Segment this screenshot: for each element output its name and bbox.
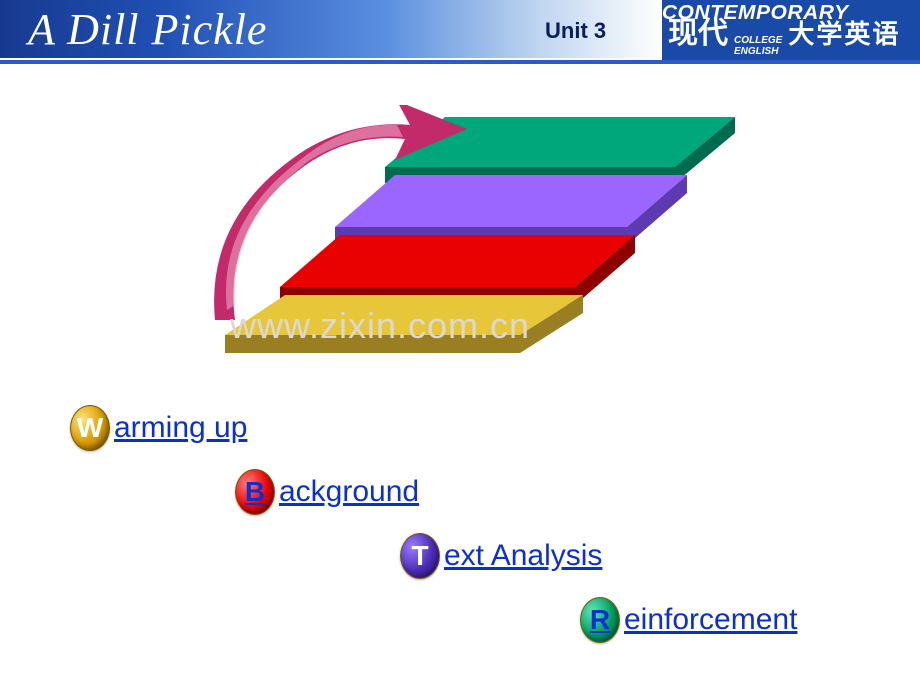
link-text: arming up [114, 411, 247, 445]
header-bar: A Dill Pickle Unit 3 CONTEMPORARY 现代 COL… [0, 0, 920, 58]
circle-r-icon: R [580, 597, 620, 643]
circle-letter: R [590, 604, 610, 636]
brand-logo: CONTEMPORARY 现代 COLLEGE ENGLISH 大学英语 [662, 0, 920, 60]
circle-t-icon: T [400, 533, 440, 579]
link-text: ext Analysis [444, 539, 602, 573]
circle-w-icon: W [70, 405, 110, 451]
nav-links: W arming up B ackground T ext Analysis R… [70, 405, 890, 661]
logo-small1: COLLEGE [734, 36, 782, 46]
logo-small-col: COLLEGE ENGLISH [734, 36, 782, 57]
slab3-top [335, 175, 687, 227]
watermark-text: www.zixin.com.cn [230, 305, 530, 347]
page-title: A Dill Pickle [28, 4, 267, 55]
circle-letter: W [77, 412, 103, 444]
logo-small2: ENGLISH [734, 47, 782, 57]
link-text-analysis[interactable]: T ext Analysis [400, 533, 890, 579]
circle-letter: T [411, 540, 428, 572]
link-background[interactable]: B ackground [235, 469, 890, 515]
link-text: ackground [279, 475, 419, 509]
logo-text-top: CONTEMPORARY [656, 0, 920, 25]
circle-b-icon: B [235, 469, 275, 515]
header-divider [0, 60, 920, 64]
slab-3 [335, 175, 687, 245]
link-text: einforcement [624, 603, 797, 637]
link-reinforcement[interactable]: R einforcement [580, 597, 890, 643]
logo-cn2: 大学英语 [788, 23, 900, 46]
slab-2 [280, 235, 635, 305]
unit-label: Unit 3 [545, 18, 606, 44]
link-warming-up[interactable]: W arming up [70, 405, 890, 451]
circle-letter: B [245, 476, 265, 508]
slab2-top [280, 235, 635, 287]
